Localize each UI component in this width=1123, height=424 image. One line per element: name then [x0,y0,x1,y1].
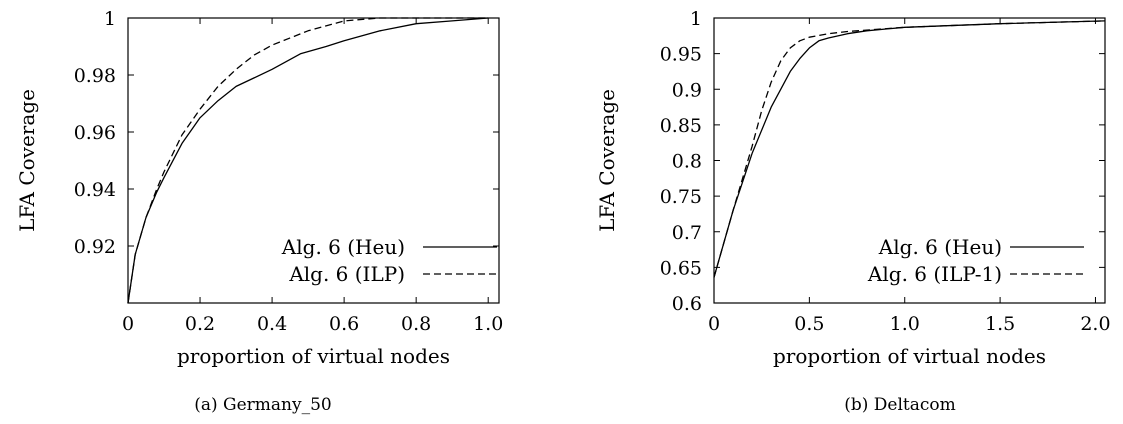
legend-label: Alg. 6 (Heu) [878,235,1002,259]
legend-label: Alg. 6 (ILP-1) [867,262,1002,286]
y-tick-label: 0.9 [672,79,702,101]
x-tick-label: 0 [708,313,720,335]
x-tick-label: 1.5 [985,313,1015,335]
x-axis-label: proportion of virtual nodes [773,344,1046,368]
y-tick-label: 0.96 [74,122,116,144]
series-line-1 [127,17,489,304]
y-tick-label: 0.6 [672,293,702,315]
y-tick-label: 0.7 [672,222,702,244]
plot-frame [713,17,1106,304]
x-tick-label: 0.6 [329,313,359,335]
plot-frame [127,17,500,304]
y-tick-label: 0.8 [672,151,702,173]
y-axis-label: LFA Coverage [595,89,619,232]
x-tick-label: 0 [122,313,134,335]
chart-caption: (b) Deltacom [844,395,956,415]
y-tick-label: 0.85 [660,115,702,137]
x-tick-label: 0.8 [401,313,431,335]
y-tick-label: 0.75 [660,186,702,208]
chart-caption: (a) Germany_50 [194,395,332,415]
legend-label: Alg. 6 (ILP) [288,262,405,286]
y-tick-label: 0.65 [660,257,702,279]
series-line-2 [127,17,489,304]
series-line-2 [713,20,1106,278]
y-tick-label: 0.95 [660,44,702,66]
series-line-1 [713,20,1106,278]
y-tick-label: 1 [104,8,116,30]
x-axis-label: proportion of virtual nodes [177,344,450,368]
x-tick-label: 0.2 [185,313,215,335]
x-tick-label: 2.0 [1080,313,1110,335]
y-tick-label: 0.98 [74,65,116,87]
y-axis-label: LFA Coverage [15,89,39,232]
legend-label: Alg. 6 (Heu) [281,235,405,259]
x-tick-label: 1.0 [473,313,503,335]
x-tick-label: 1.0 [890,313,920,335]
x-tick-label: 0.5 [794,313,824,335]
y-tick-label: 1 [690,8,702,30]
x-tick-label: 0.4 [257,313,287,335]
y-tick-label: 0.92 [74,236,116,258]
y-tick-label: 0.94 [74,179,116,201]
